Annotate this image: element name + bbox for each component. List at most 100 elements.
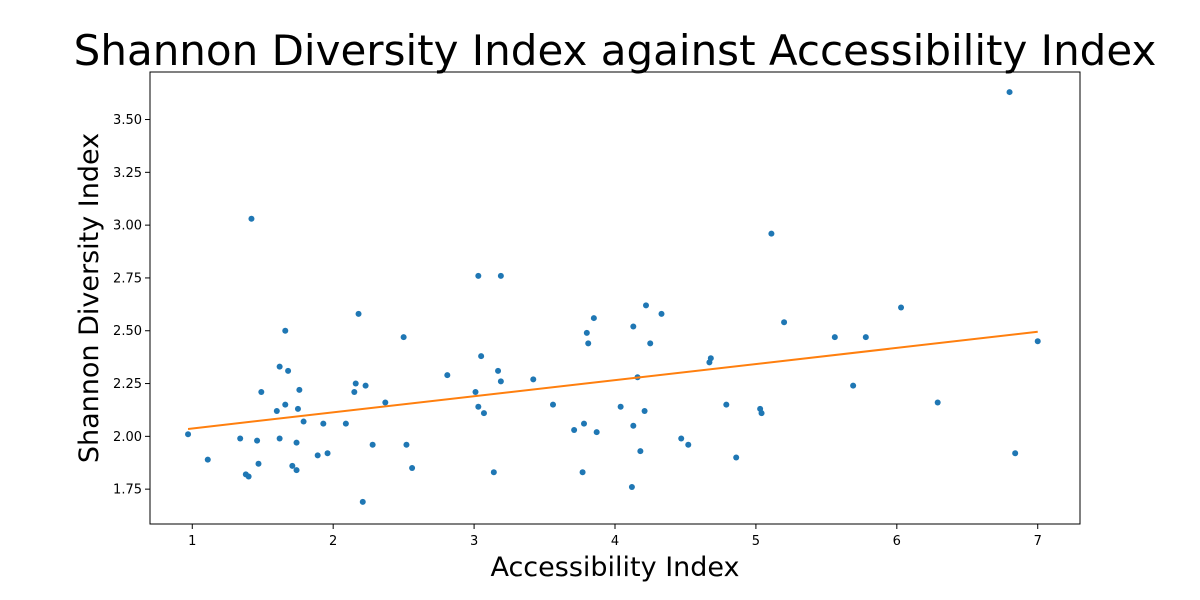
- data-point: [850, 382, 857, 389]
- data-point: [628, 484, 635, 491]
- data-point: [643, 302, 649, 309]
- data-point: [579, 469, 586, 476]
- y-axis-label: Shannon Diversity Index: [74, 133, 105, 463]
- data-point: [359, 498, 366, 505]
- data-point: [276, 435, 283, 442]
- data-point: [444, 372, 451, 379]
- data-point: [862, 334, 869, 341]
- y-axis-ticks: 1.75 2.00 2.25 2.50 2.75 3.00 3.25 3.50: [113, 113, 150, 498]
- data-point: [497, 378, 504, 385]
- data-point: [1006, 89, 1013, 96]
- x-tick-label: 6: [893, 534, 901, 549]
- x-tick-label: 1: [188, 534, 196, 549]
- data-point: [581, 420, 587, 427]
- data-point: [245, 473, 252, 480]
- data-point: [768, 230, 775, 237]
- data-point: [647, 340, 654, 347]
- data-point: [237, 435, 244, 442]
- chart-title: Shannon Diversity Index against Accessib…: [74, 26, 1157, 75]
- data-point: [276, 363, 283, 370]
- data-point: [550, 401, 556, 408]
- data-point: [351, 388, 358, 395]
- data-point: [583, 329, 590, 336]
- data-point: [630, 422, 637, 429]
- data-point: [355, 310, 362, 317]
- data-point: [617, 403, 624, 410]
- data-point: [733, 454, 740, 461]
- data-point: [831, 334, 838, 341]
- data-point: [294, 405, 301, 412]
- data-point: [400, 334, 407, 341]
- data-point: [352, 380, 359, 387]
- data-point: [585, 340, 592, 347]
- data-point: [678, 435, 685, 442]
- data-point: [369, 441, 376, 448]
- data-point: [472, 388, 479, 395]
- x-tick-label: 4: [611, 534, 619, 549]
- data-point: [248, 215, 255, 222]
- data-point: [185, 431, 192, 438]
- data-point: [293, 467, 300, 474]
- data-point: [285, 367, 292, 374]
- data-point: [293, 439, 300, 446]
- data-point: [296, 386, 303, 393]
- data-point: [530, 376, 537, 383]
- x-axis-ticks: 1 2 3 4 5 6 7: [188, 524, 1042, 549]
- plot-area: 1 2 3 4 5 6 7 1.75 2.00 2.25 2.50 2.75 3.00 3.25 3.50: [113, 71, 1081, 549]
- data-point: [758, 410, 765, 417]
- data-point: [273, 408, 280, 414]
- data-point: [254, 437, 261, 444]
- data-point: [480, 410, 487, 417]
- data-point: [403, 441, 410, 448]
- data-point: [255, 460, 262, 467]
- data-point: [641, 408, 648, 414]
- y-tick-label: 3.25: [113, 166, 142, 181]
- y-tick-label: 2.00: [113, 430, 142, 445]
- data-point: [1034, 338, 1041, 345]
- data-point: [478, 353, 485, 360]
- x-tick-label: 7: [1034, 534, 1042, 549]
- x-tick-label: 2: [329, 534, 337, 549]
- x-axis-label: Accessibility Index: [490, 552, 739, 583]
- x-tick-label: 5: [752, 534, 760, 549]
- data-point: [571, 427, 578, 434]
- data-point: [342, 420, 349, 427]
- data-point: [314, 452, 321, 459]
- data-point: [382, 399, 389, 406]
- y-tick-label: 2.25: [113, 377, 142, 392]
- data-point: [409, 465, 416, 472]
- data-point: [781, 319, 788, 326]
- data-point: [658, 310, 665, 317]
- plot-frame: [149, 71, 1081, 525]
- y-tick-label: 3.50: [113, 113, 142, 128]
- data-point: [282, 327, 289, 334]
- data-point: [590, 315, 597, 322]
- data-point: [934, 399, 941, 406]
- data-point: [685, 441, 692, 448]
- x-tick-label: 3: [470, 534, 478, 549]
- data-point: [490, 469, 497, 476]
- data-point: [282, 401, 289, 408]
- data-point: [204, 456, 211, 463]
- data-point: [495, 367, 502, 374]
- data-point: [320, 420, 327, 427]
- y-tick-label: 3.00: [113, 219, 142, 234]
- trend-line: [187, 330, 1038, 430]
- data-point: [300, 418, 307, 425]
- y-tick-label: 2.75: [113, 271, 142, 286]
- y-tick-label: 1.75: [113, 483, 142, 498]
- data-point: [630, 323, 637, 330]
- data-point: [475, 272, 482, 279]
- y-tick-label: 2.50: [113, 324, 142, 339]
- data-point: [898, 304, 905, 311]
- data-point: [723, 401, 730, 408]
- data-point: [362, 382, 369, 389]
- data-points: [185, 89, 1041, 505]
- data-point: [289, 462, 296, 469]
- data-point: [258, 388, 265, 395]
- data-point: [497, 272, 504, 279]
- data-point: [593, 429, 600, 436]
- data-point: [1012, 450, 1019, 457]
- data-point: [324, 450, 331, 457]
